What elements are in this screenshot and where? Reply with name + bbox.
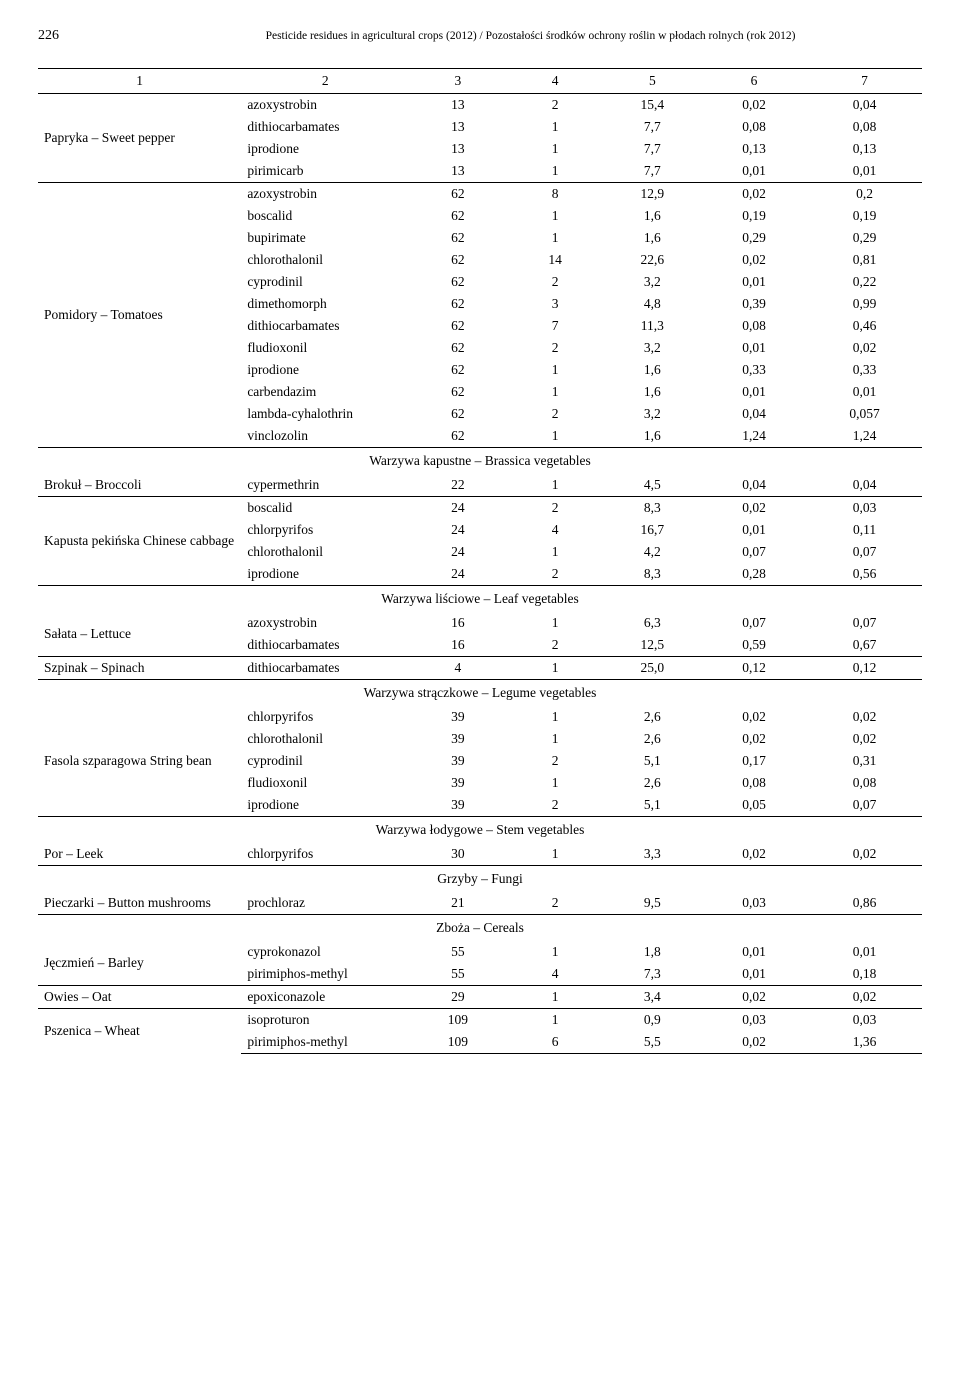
pesticide-cell: cyprokonazol — [241, 941, 409, 963]
crop-cell: Brokuł – Broccoli — [38, 474, 241, 497]
pesticide-cell: dithiocarbamates — [241, 116, 409, 138]
crop-cell: Por – Leek — [38, 843, 241, 866]
pesticide-cell: iprodione — [241, 359, 409, 381]
pesticide-cell: chlorpyrifos — [241, 519, 409, 541]
section-header-row: Warzywa strączkowe – Legume vegetables — [38, 680, 922, 707]
column-header-row: 1234567 — [38, 69, 922, 94]
column-header: 1 — [38, 69, 241, 94]
crop-cell: Pieczarki – Button mushrooms — [38, 892, 241, 915]
crop-cell: Sałata – Lettuce — [38, 612, 241, 657]
crop-cell: Pszenica – Wheat — [38, 1009, 241, 1054]
pesticide-cell: cyprodinil — [241, 750, 409, 772]
pesticide-cell: epoxiconazole — [241, 986, 409, 1009]
crop-cell: Jęczmień – Barley — [38, 941, 241, 986]
table-row: Fasola szparagowa String beanchlorpyrifo… — [38, 706, 922, 728]
page-title: Pesticide residues in agricultural crops… — [139, 30, 922, 42]
pesticide-cell: boscalid — [241, 497, 409, 520]
table-row: Sałata – Lettuceazoxystrobin1616,30,070,… — [38, 612, 922, 634]
pesticide-cell: lambda-cyhalothrin — [241, 403, 409, 425]
pesticide-cell: pirimicarb — [241, 160, 409, 183]
section-header-row: Zboża – Cereals — [38, 915, 922, 942]
pesticide-cell: azoxystrobin — [241, 612, 409, 634]
crop-cell: Szpinak – Spinach — [38, 657, 241, 680]
crop-cell: Kapusta pekińska Chinese cabbage — [38, 497, 241, 586]
table-row: Kapusta pekińska Chinese cabbageboscalid… — [38, 497, 922, 520]
table-row: Szpinak – Spinachdithiocarbamates4125,00… — [38, 657, 922, 680]
section-title: Warzywa strączkowe – Legume vegetables — [38, 680, 922, 707]
column-header: 3 — [409, 69, 506, 94]
section-header-row: Warzywa liściowe – Leaf vegetables — [38, 586, 922, 613]
crop-cell: Pomidory – Tomatoes — [38, 183, 241, 448]
pesticide-cell: iprodione — [241, 794, 409, 817]
table-row: Pszenica – Wheatisoproturon10910,90,030,… — [38, 1009, 922, 1032]
table-row: Pieczarki – Button mushroomsprochloraz21… — [38, 892, 922, 915]
pesticide-cell: prochloraz — [241, 892, 409, 915]
pesticide-cell: isoproturon — [241, 1009, 409, 1032]
pesticide-cell: carbendazim — [241, 381, 409, 403]
pesticide-cell: azoxystrobin — [241, 183, 409, 206]
table-row: Brokuł – Broccolicypermethrin2214,50,040… — [38, 474, 922, 497]
crop-cell: Fasola szparagowa String bean — [38, 706, 241, 817]
column-header: 4 — [507, 69, 604, 94]
column-header: 5 — [604, 69, 701, 94]
pesticide-cell: chlorpyrifos — [241, 706, 409, 728]
section-title: Grzyby – Fungi — [38, 866, 922, 893]
table-row: Por – Leekchlorpyrifos3013,30,020,02 — [38, 843, 922, 866]
section-header-row: Warzywa łodygowe – Stem vegetables — [38, 817, 922, 844]
table-row: Owies – Oatepoxiconazole2913,40,020,02 — [38, 986, 922, 1009]
section-title: Warzywa kapustne – Brassica vegetables — [38, 448, 922, 475]
residues-table: 1234567Papryka – Sweet pepperazoxystrobi… — [38, 68, 922, 1054]
crop-cell: Owies – Oat — [38, 986, 241, 1009]
column-header: 6 — [701, 69, 807, 94]
pesticide-cell: dithiocarbamates — [241, 315, 409, 337]
pesticide-cell: bupirimate — [241, 227, 409, 249]
pesticide-cell: vinclozolin — [241, 425, 409, 448]
pesticide-cell: pirimiphos-methyl — [241, 963, 409, 986]
section-header-row: Warzywa kapustne – Brassica vegetables — [38, 448, 922, 475]
pesticide-cell: cypermethrin — [241, 474, 409, 497]
column-header: 7 — [807, 69, 922, 94]
pesticide-cell: azoxystrobin — [241, 94, 409, 117]
pesticide-cell: dithiocarbamates — [241, 634, 409, 657]
pesticide-cell: chlorpyrifos — [241, 843, 409, 866]
pesticide-cell: iprodione — [241, 138, 409, 160]
pesticide-cell: chlorothalonil — [241, 728, 409, 750]
table-row: Pomidory – Tomatoesazoxystrobin62812,90,… — [38, 183, 922, 206]
pesticide-cell: pirimiphos-methyl — [241, 1031, 409, 1054]
section-title: Warzywa liściowe – Leaf vegetables — [38, 586, 922, 613]
column-header: 2 — [241, 69, 409, 94]
pesticide-cell: cyprodinil — [241, 271, 409, 293]
table-row: Papryka – Sweet pepperazoxystrobin13215,… — [38, 94, 922, 117]
pesticide-cell: chlorothalonil — [241, 249, 409, 271]
page-header: 226 Pesticide residues in agricultural c… — [38, 28, 922, 44]
pesticide-cell: dithiocarbamates — [241, 657, 409, 680]
pesticide-cell: fludioxonil — [241, 772, 409, 794]
page-number: 226 — [38, 28, 59, 44]
section-header-row: Grzyby – Fungi — [38, 866, 922, 893]
pesticide-cell: boscalid — [241, 205, 409, 227]
pesticide-cell: iprodione — [241, 563, 409, 586]
section-title: Warzywa łodygowe – Stem vegetables — [38, 817, 922, 844]
section-title: Zboża – Cereals — [38, 915, 922, 942]
pesticide-cell: dimethomorph — [241, 293, 409, 315]
crop-cell: Papryka – Sweet pepper — [38, 94, 241, 183]
table-row: Jęczmień – Barleycyprokonazol5511,80,010… — [38, 941, 922, 963]
pesticide-cell: fludioxonil — [241, 337, 409, 359]
pesticide-cell: chlorothalonil — [241, 541, 409, 563]
